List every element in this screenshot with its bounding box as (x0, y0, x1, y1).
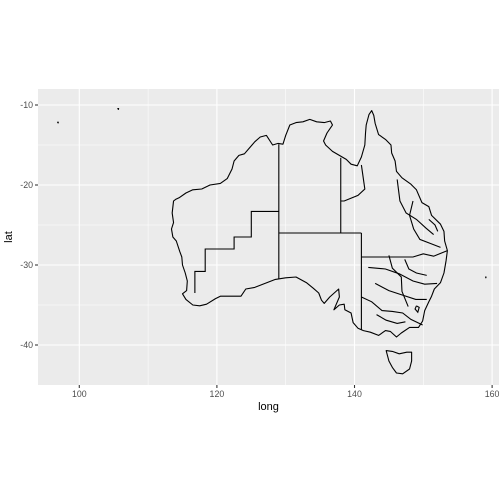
region-border (361, 296, 423, 326)
x-axis-title: long (258, 401, 279, 413)
region-border (428, 218, 439, 232)
mainland-outline (170, 110, 448, 338)
y-axis-title: lat (3, 231, 15, 243)
region-border (194, 210, 279, 293)
map-shapes (57, 108, 487, 375)
panel-background (38, 89, 499, 385)
tasmania-outline (385, 350, 413, 375)
region-border (340, 164, 366, 202)
y-tick-label: -10 (20, 100, 33, 110)
region-border (414, 305, 420, 314)
gridlines (38, 89, 499, 385)
island-outline (117, 108, 120, 110)
region-border (396, 179, 434, 236)
region-border (368, 266, 438, 285)
region-border (408, 200, 441, 248)
x-tick-label: 100 (72, 389, 87, 399)
region-border (388, 255, 409, 307)
x-tick-label: 120 (210, 389, 225, 399)
y-tick-label: -20 (20, 180, 33, 190)
x-axis: 100 120 140 160 (72, 385, 500, 399)
y-tick-label: -40 (20, 340, 33, 350)
y-tick-label: -30 (20, 260, 33, 270)
x-tick-label: 140 (347, 389, 362, 399)
region-border (404, 259, 427, 276)
y-axis: -10 -20 -30 -40 (20, 100, 38, 350)
region-border (361, 250, 448, 258)
x-tick-label: 160 (485, 389, 500, 399)
island-outline (57, 121, 59, 124)
region-border (376, 314, 406, 324)
